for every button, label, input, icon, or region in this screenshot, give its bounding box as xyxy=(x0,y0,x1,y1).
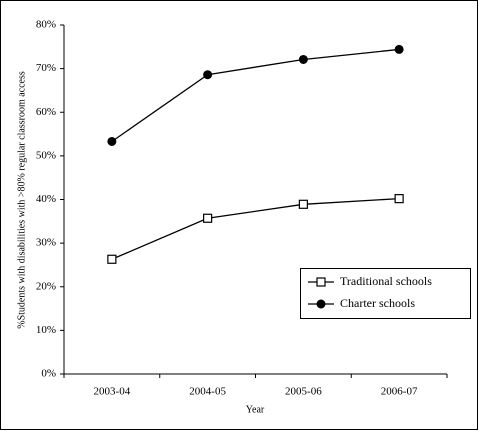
legend-marker xyxy=(316,277,326,287)
y-tick-label: 70% xyxy=(36,62,56,74)
legend-box xyxy=(300,268,471,319)
x-tick-label: 2006-07 xyxy=(381,386,418,398)
point xyxy=(107,254,117,264)
x-axis-title: Year xyxy=(246,404,265,415)
point xyxy=(394,194,404,204)
y-tick-label: 10% xyxy=(36,324,56,336)
point xyxy=(203,213,213,223)
point xyxy=(298,54,308,64)
x-tick-label: 2004-05 xyxy=(189,386,226,398)
point xyxy=(394,44,404,54)
x-tick-label: 2005-06 xyxy=(285,386,322,398)
y-tick-label: 30% xyxy=(36,237,56,249)
legend-label: Charter schools xyxy=(340,296,415,310)
legend-label: Traditional schools xyxy=(340,274,432,288)
series-line xyxy=(111,197,400,260)
y-tick-label: 0% xyxy=(41,368,56,380)
y-tick-label: 40% xyxy=(36,193,56,205)
legend-marker xyxy=(316,299,326,309)
y-tick-label: 50% xyxy=(36,149,56,161)
y-axis-title: %Students with disabilities with >80% re… xyxy=(16,71,27,329)
x-tick-label: 2003-04 xyxy=(94,386,131,398)
series-line xyxy=(111,48,400,143)
point xyxy=(107,136,117,146)
y-tick-label: 20% xyxy=(36,280,56,292)
y-tick-label: 60% xyxy=(36,106,56,118)
point xyxy=(203,70,213,80)
point xyxy=(298,199,308,209)
y-tick-label: 80% xyxy=(36,19,56,31)
